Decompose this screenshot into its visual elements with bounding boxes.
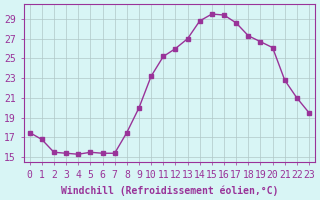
X-axis label: Windchill (Refroidissement éolien,°C): Windchill (Refroidissement éolien,°C) — [61, 185, 278, 196]
